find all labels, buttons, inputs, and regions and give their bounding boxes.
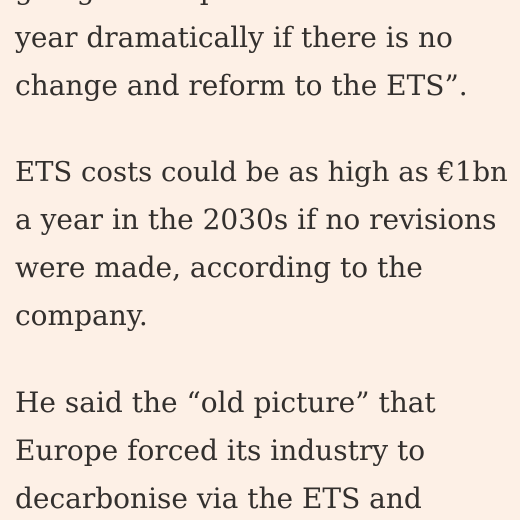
paragraph-1-line-3: change and reform to the ETS”. (15, 69, 468, 102)
paragraph-2: ETS costs could be as high as €1bn a yea… (15, 148, 514, 340)
paragraph-3-line-3: decarbonise via the ETS and (15, 482, 422, 515)
paragraph-3-line-2: Europe forced its industry to (15, 434, 426, 467)
paragraph-1: going to compound over the next year dra… (15, 0, 514, 110)
paragraph-1-line-1: going to compound over the next (15, 0, 514, 14)
paragraph-2-line-1: ETS costs could be as high as €1bn (15, 156, 508, 188)
paragraph-2-line-4: company. (15, 299, 148, 332)
paragraph-2-line-2: a year in the 2030s if no revisions (15, 203, 497, 236)
paragraph-3-line-1: He said the “old picture” that (15, 386, 436, 419)
paragraph-1-line-2: year dramatically if there is no (15, 21, 453, 54)
paragraph-3: He said the “old picture” that Europe fo… (15, 379, 514, 520)
paragraph-2-line-3: were made, according to the (15, 251, 423, 284)
